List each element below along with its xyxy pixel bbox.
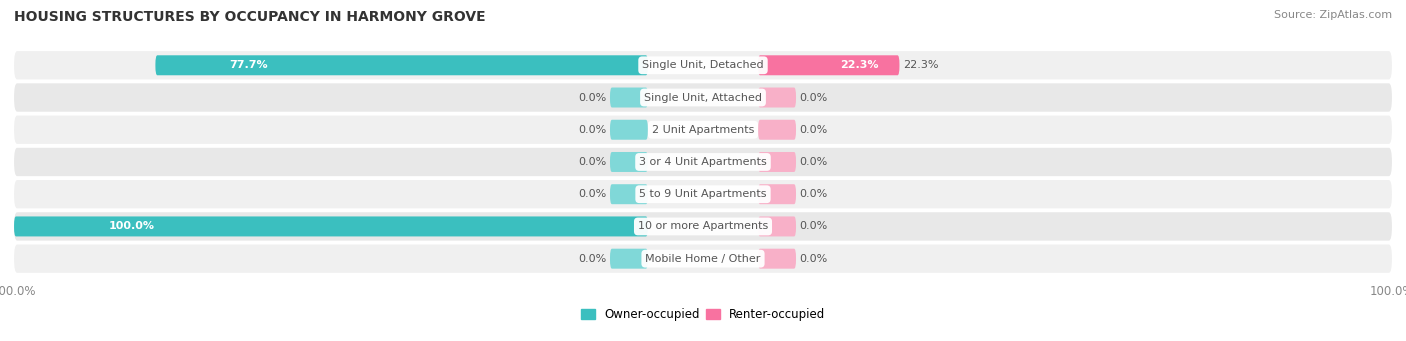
FancyBboxPatch shape [758,249,796,269]
FancyBboxPatch shape [14,51,1392,79]
FancyBboxPatch shape [758,120,796,140]
FancyBboxPatch shape [610,120,648,140]
Text: HOUSING STRUCTURES BY OCCUPANCY IN HARMONY GROVE: HOUSING STRUCTURES BY OCCUPANCY IN HARMO… [14,10,485,24]
FancyBboxPatch shape [610,249,648,269]
Legend: Owner-occupied, Renter-occupied: Owner-occupied, Renter-occupied [576,303,830,325]
Text: 10 or more Apartments: 10 or more Apartments [638,221,768,232]
Text: 0.0%: 0.0% [800,221,828,232]
FancyBboxPatch shape [14,212,1392,241]
FancyBboxPatch shape [758,88,796,107]
FancyBboxPatch shape [758,152,796,172]
Text: 0.0%: 0.0% [800,157,828,167]
FancyBboxPatch shape [14,116,1392,144]
FancyBboxPatch shape [610,88,648,107]
Text: Single Unit, Attached: Single Unit, Attached [644,92,762,103]
Text: Single Unit, Detached: Single Unit, Detached [643,60,763,70]
Text: Source: ZipAtlas.com: Source: ZipAtlas.com [1274,10,1392,20]
FancyBboxPatch shape [14,217,648,236]
Text: 22.3%: 22.3% [839,60,879,70]
FancyBboxPatch shape [610,184,648,204]
FancyBboxPatch shape [610,152,648,172]
Text: 100.0%: 100.0% [110,221,155,232]
Text: 5 to 9 Unit Apartments: 5 to 9 Unit Apartments [640,189,766,199]
FancyBboxPatch shape [758,55,900,75]
FancyBboxPatch shape [758,217,796,236]
Text: 77.7%: 77.7% [229,60,269,70]
Text: 0.0%: 0.0% [578,254,606,264]
Text: 0.0%: 0.0% [800,125,828,135]
Text: 3 or 4 Unit Apartments: 3 or 4 Unit Apartments [640,157,766,167]
Text: 0.0%: 0.0% [578,189,606,199]
FancyBboxPatch shape [14,244,1392,273]
Text: 0.0%: 0.0% [578,125,606,135]
Text: 0.0%: 0.0% [800,254,828,264]
Text: 0.0%: 0.0% [578,92,606,103]
FancyBboxPatch shape [14,83,1392,112]
FancyBboxPatch shape [14,180,1392,208]
Text: 0.0%: 0.0% [578,157,606,167]
Text: Mobile Home / Other: Mobile Home / Other [645,254,761,264]
FancyBboxPatch shape [14,148,1392,176]
FancyBboxPatch shape [758,184,796,204]
FancyBboxPatch shape [156,55,648,75]
Text: 2 Unit Apartments: 2 Unit Apartments [652,125,754,135]
Text: 0.0%: 0.0% [800,92,828,103]
Text: 22.3%: 22.3% [903,60,938,70]
Text: 0.0%: 0.0% [800,189,828,199]
